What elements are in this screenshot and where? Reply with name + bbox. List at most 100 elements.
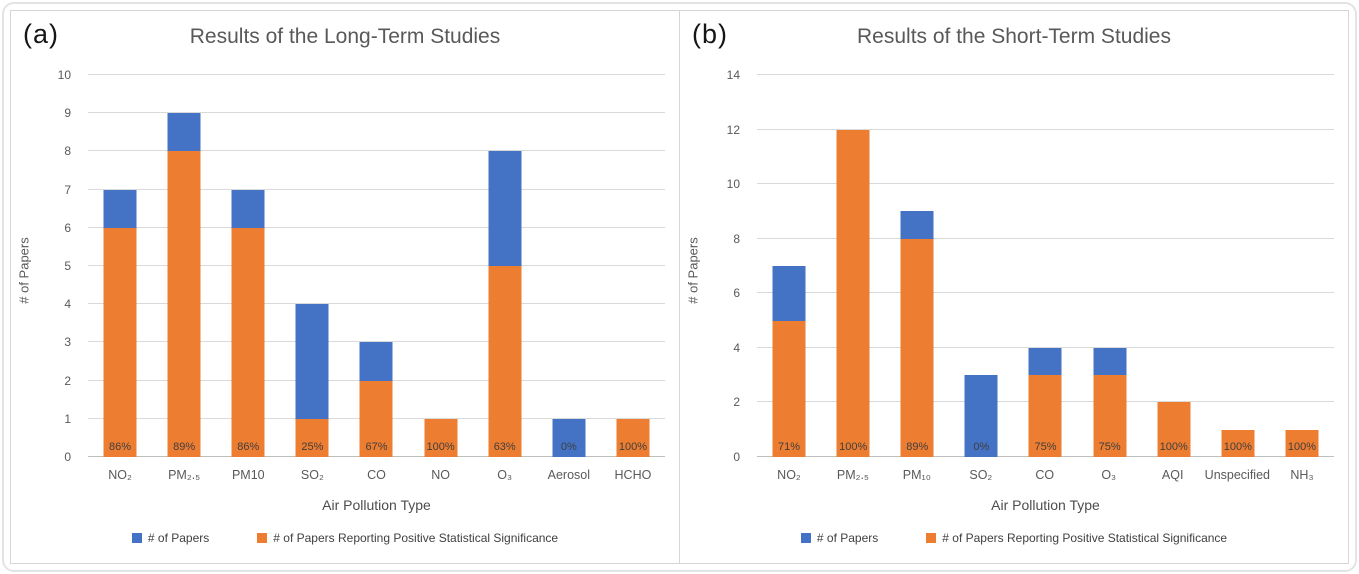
bar-group: 67%: [344, 75, 408, 457]
bar-total-papers: [552, 418, 586, 457]
bar-positive-significance: [1221, 429, 1255, 457]
bar-percentage-label: 89%: [906, 441, 929, 453]
x-axis-category-label: O₃: [497, 468, 513, 482]
panel-b-short-term-chart: (b) Results of the Short-Term Studies # …: [680, 10, 1349, 564]
bar-positive-significance: [616, 418, 650, 457]
legend-label-papers: # of Papers: [147, 531, 210, 545]
bar-positive-significance: [772, 320, 806, 457]
legend-label-positive-significance: # of Papers Reporting Positive Statistic…: [942, 531, 1228, 545]
y-axis-tick-label: 6: [733, 286, 740, 301]
y-axis-tick-label: 0: [733, 450, 740, 464]
x-axis-category-label: CO: [367, 468, 386, 482]
x-axis-category-label: PM10: [231, 468, 265, 482]
bar-group: 89%: [885, 75, 949, 457]
bar-series: 71% 100% 89% 0% 75% 75% 100% 100% 100%: [757, 75, 1334, 457]
gridline: [88, 341, 665, 343]
y-axis-tick-label: 8: [64, 144, 71, 159]
bar-group: 25%: [280, 75, 344, 457]
bar-group: 100%: [1142, 75, 1206, 457]
legend-swatch-orange-icon: [257, 533, 268, 543]
bar-positive-significance: [359, 380, 393, 457]
bar-percentage-label: 63%: [493, 441, 516, 453]
bar-positive-significance: [836, 129, 870, 457]
y-axis-tick-label: 5: [64, 259, 71, 273]
bar-group: 100%: [821, 75, 885, 457]
bar-percentage-label: 86%: [237, 441, 260, 453]
bar-percentage-label: 100%: [1287, 441, 1316, 453]
gridline: [88, 188, 665, 190]
legend-label-papers: # of Papers: [816, 531, 879, 545]
bar-positive-significance: [1157, 402, 1191, 457]
bar-group: 75%: [1013, 75, 1077, 457]
y-axis: 0 2 4 6 8 10 12 14: [680, 68, 750, 464]
panel-b-label: (b): [692, 19, 728, 49]
plot-area: 86% 89% 86% 25% 67% 100% 63% 0% 100%: [88, 74, 665, 457]
legend-swatch-blue-icon: [800, 533, 811, 543]
bar-percentage-label: 71%: [778, 441, 801, 453]
gridline: [757, 183, 1334, 185]
x-axis-title: Air Pollution Type: [991, 497, 1100, 513]
bar-group: 71%: [757, 75, 821, 457]
bar-group: 86%: [216, 75, 280, 457]
bar-positive-significance: [103, 227, 137, 457]
gridline: [88, 74, 665, 75]
x-axis-category-label: SO₂: [969, 468, 993, 482]
bar-percentage-label: 100%: [618, 441, 647, 453]
legend-swatch-blue-icon: [131, 533, 142, 543]
y-axis-tick-label: 4: [733, 340, 740, 355]
gridline: [88, 303, 665, 305]
bar-positive-significance: [1028, 375, 1062, 457]
bar-positive-significance: [231, 227, 265, 457]
gridline: [757, 292, 1334, 294]
x-axis-category-label: NO₂: [777, 468, 801, 482]
bar-series: 86% 89% 86% 25% 67% 100% 63% 0% 100%: [88, 75, 665, 457]
bar-positive-significance: [424, 418, 458, 457]
gridline: [88, 112, 665, 114]
legend-label-positive-significance: # of Papers Reporting Positive Statistic…: [273, 531, 559, 545]
legend: # of Papers # of Papers Reporting Positi…: [11, 531, 679, 545]
bar-positive-significance: [1093, 375, 1127, 457]
x-axis-category-labels: NO₂ PM₂.₅ PM₁₀ SO₂ CO O₃ AQI Unspecified NH₃: [757, 468, 1334, 488]
legend-item-papers: # of Papers: [800, 531, 879, 545]
bar-group: 89%: [152, 75, 216, 457]
gridline: [88, 150, 665, 152]
x-axis-category-label: NO₂: [108, 468, 132, 482]
bar-percentage-label: 25%: [301, 441, 324, 453]
x-axis-category-label: PM₁₀: [902, 468, 931, 482]
panel-a-long-term-chart: (a) Results of the Long-Term Studies # o…: [10, 10, 680, 564]
y-axis-tick-label: 7: [64, 182, 71, 197]
legend-item-positive-significance: # of Papers Reporting Positive Statistic…: [926, 531, 1227, 545]
legend-item-positive-significance: # of Papers Reporting Positive Statistic…: [257, 531, 558, 545]
x-axis-category-label: HCHO: [614, 468, 652, 482]
legend-swatch-orange-icon: [926, 533, 937, 543]
x-axis-title: Air Pollution Type: [322, 497, 431, 513]
x-axis-category-label: PM₂.₅: [836, 468, 869, 482]
y-axis-tick-label: 10: [57, 68, 71, 82]
x-axis-category-label: NO: [431, 468, 450, 482]
y-axis: 0 1 2 3 4 5 6 7 8 9 10: [11, 68, 81, 464]
x-axis-category-label: AQI: [1161, 468, 1184, 482]
x-axis-category-label: NH₃: [1290, 468, 1314, 482]
bar-group: 100%: [409, 75, 473, 457]
x-axis-category-label: O₃: [1101, 468, 1117, 482]
chart-title: Results of the Long-Term Studies: [189, 25, 501, 48]
gridline: [757, 128, 1334, 130]
bar-percentage-label: 75%: [1034, 441, 1057, 453]
gridline: [757, 74, 1334, 75]
y-axis-tick-label: 2: [64, 373, 71, 388]
legend-item-papers: # of Papers: [131, 531, 210, 545]
y-axis-tick-label: 9: [64, 106, 71, 121]
legend: # of Papers # of Papers Reporting Positi…: [680, 531, 1348, 545]
bar-percentage-label: 100%: [426, 441, 455, 453]
bar-percentage-label: 100%: [1159, 441, 1188, 453]
gridline: [88, 226, 665, 228]
panel-a-label: (a): [23, 19, 59, 49]
chart-title: Results of the Short-Term Studies: [857, 25, 1171, 48]
bar-group: 63%: [473, 75, 537, 457]
x-axis-category-label: SO₂: [300, 468, 324, 482]
y-axis-tick-label: 8: [733, 231, 740, 246]
bar-group: 100%: [601, 75, 665, 457]
bar-percentage-label: 89%: [173, 441, 196, 453]
bar-positive-significance: [295, 418, 329, 457]
